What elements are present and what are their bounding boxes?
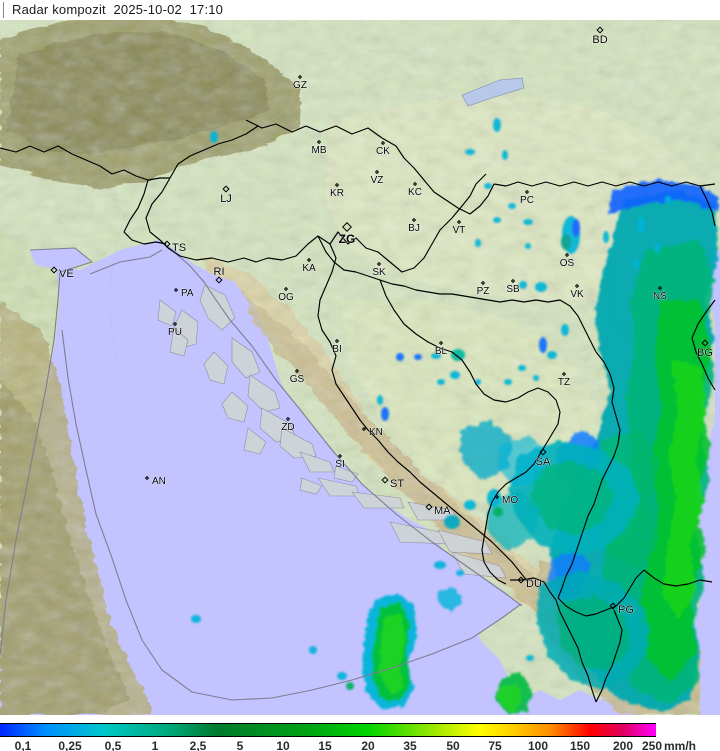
city-label-si: SI [335,459,345,470]
title-text: Radar kompozit 2025-10-02 17:10 [12,2,224,17]
city-label-og: OG [278,292,294,303]
city-label-kc: KC [408,187,422,198]
city-label-vt: VT [452,225,466,236]
city-label-ka: KA [302,263,316,274]
city-label-du: DU [526,578,542,590]
city-label-ts: TS [172,242,187,254]
city-label-kn: KN [369,427,383,438]
city-label-an: AN [152,476,166,487]
city-label-mo: MO [502,495,519,506]
city-label-vk: VK [570,289,584,300]
city-label-ve: VE [59,268,74,280]
city-label-pa: PA [181,288,194,299]
city-label-ma: MA [434,505,451,517]
colorbar-tick-4: 2,5 [189,739,207,751]
city-label-bd: BD [592,34,608,46]
colorbar-tick-9: 35 [403,739,417,751]
colorbar-tick-0: 0,1 [14,739,32,751]
city-label-os: OS [559,258,575,269]
city-label-sk: SK [372,267,386,278]
city-label-ck: CK [376,146,390,157]
city-label-zd: ZD [281,422,295,433]
colorbar-tick-5: 5 [236,739,244,751]
title-bar-tick [3,2,4,18]
colorbar-tick-6: 10 [276,739,290,751]
precipitation-colorbar [0,723,656,737]
city-label-pg: PG [618,604,634,616]
city-label-gs: GS [289,374,305,385]
city-label-gz: GZ [293,80,307,91]
city-label-ns: NS [653,291,667,302]
colorbar-tick-10: 50 [446,739,460,751]
city-label-mb: MB [311,145,327,156]
city-label-lj: LJ [220,193,232,205]
city-label-zg: ZG [338,232,356,246]
city-label-kr: KR [330,188,344,199]
colorbar-tick-8: 20 [361,739,375,751]
colorbar-tick-11: 75 [488,739,502,751]
colorbar-tick-12: 100 [527,739,549,751]
colorbar-tick-3: 1 [151,739,159,751]
legend-bar: 0,1 0,25 0,5 1 2,5 5 10 15 20 35 50 75 100 150 200 250 … [0,715,720,751]
city-label-pz: PZ [476,286,490,297]
colorbar-tick-13: 150 [569,739,591,751]
colorbar-tick-labels: 0,1 0,25 0,5 1 2,5 5 10 15 20 35 50 75 100 150 200 250 [0,739,720,751]
city-label-bg: BG [697,347,713,359]
city-label-st: ST [390,478,405,490]
map-graphics [0,0,720,715]
colorbar-tick-14: 200 [612,739,634,751]
colorbar-tick-15: 250 [641,739,663,751]
city-label-bj: BJ [408,223,420,234]
city-label-vz: VZ [370,175,384,186]
city-label-pc: PC [520,195,534,206]
city-label-bl: BL [434,346,448,357]
radar-map-canvas[interactable]: BD GZ MB CK VZ KR KC PC LJ BJ ZG VT TS OS KA SK RI VE PZ SB… [0,0,720,715]
city-label-ri: RI [213,266,225,278]
title-bar: Radar kompozit 2025-10-02 17:10 [0,0,720,20]
city-label-bi: BI [332,344,342,355]
city-label-pu: PU [168,327,182,338]
colorbar-tick-1: 0,25 [58,739,82,751]
city-label-sb: SB [506,284,520,295]
legend-unit-label: mm/h [664,739,697,751]
city-label-sa: SA [535,456,551,468]
colorbar-tick-7: 15 [318,739,332,751]
colorbar-tick-2: 0,5 [104,739,122,751]
city-label-tz: TZ [557,377,571,388]
